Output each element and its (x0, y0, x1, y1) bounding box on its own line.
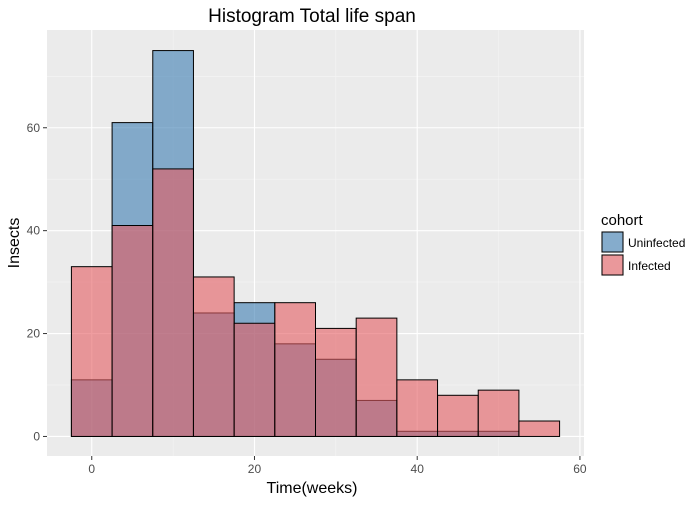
bar-infected (477, 389, 520, 437)
y-tick-label: 60 (27, 121, 41, 135)
bar-infected (437, 394, 479, 437)
y-axis-label: Insects (6, 218, 23, 269)
bar-infected (152, 168, 194, 437)
y-tick-label: 20 (27, 327, 41, 341)
legend-title: cohort (601, 212, 644, 229)
chart-title: Histogram Total life span (208, 6, 416, 27)
legend: cohort Uninfected Infected (601, 212, 685, 276)
legend-swatch-uninfected (601, 231, 624, 253)
legend-label-infected: Infected (628, 259, 671, 273)
bars (70, 50, 561, 437)
bar-infected (70, 266, 113, 437)
bar-infected (274, 302, 316, 437)
legend-swatch-infected (601, 254, 624, 276)
y-tick-label: 0 (33, 429, 40, 443)
x-axis-label: Time(weeks) (267, 480, 358, 497)
bar-infected (233, 322, 276, 437)
x-axis: 0 20 40 60 (88, 456, 587, 476)
x-tick-label: 40 (411, 462, 425, 476)
bar-infected (518, 420, 561, 437)
x-tick-label: 60 (573, 462, 587, 476)
legend-label-uninfected: Uninfected (628, 236, 685, 250)
y-axis: 0 20 40 60 (27, 121, 47, 443)
bar-infected (315, 327, 357, 437)
x-tick-label: 20 (248, 462, 262, 476)
x-tick-label: 0 (88, 462, 95, 476)
bar-infected (111, 225, 154, 437)
bar-infected (355, 317, 398, 437)
bar-infected (192, 276, 235, 437)
bar-infected (396, 379, 439, 437)
y-tick-label: 40 (27, 224, 41, 238)
